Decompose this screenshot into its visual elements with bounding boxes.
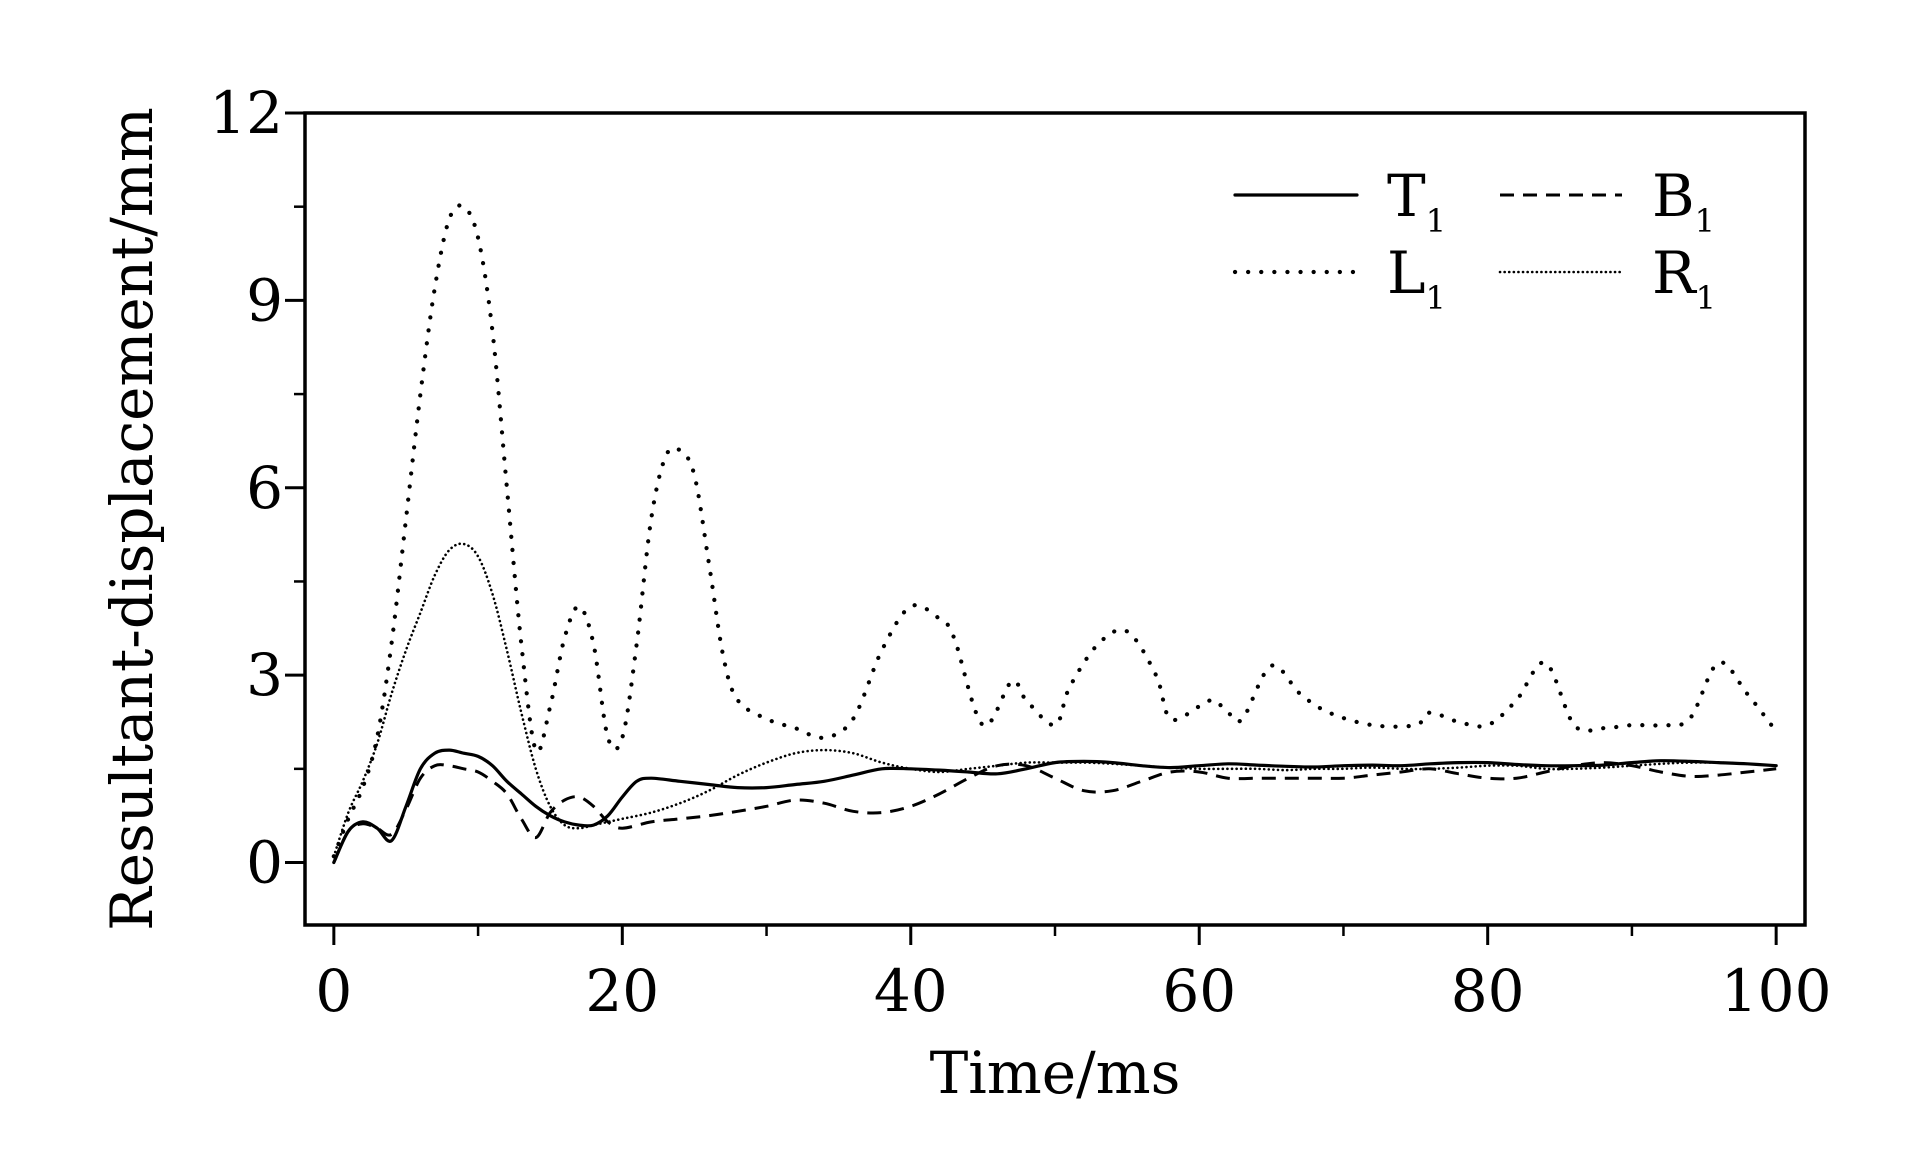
axis-ticks xyxy=(285,111,1778,945)
y-tick-label: 6 xyxy=(246,454,283,522)
x-tick-label: 40 xyxy=(874,957,948,1025)
x-tick-label: 100 xyxy=(1721,957,1832,1025)
series-lines xyxy=(331,203,1779,865)
series-line-t1 xyxy=(332,748,1778,865)
series-line-l1 xyxy=(331,203,1779,859)
y-tick-label: 12 xyxy=(209,79,283,147)
x-tick-label: 60 xyxy=(1162,957,1236,1025)
series-line-b1 xyxy=(332,761,1777,864)
x-tick-label: 0 xyxy=(315,957,352,1025)
legend-label-subscript: 1 xyxy=(1426,202,1446,240)
axis-titles: Time/ms Resultant-displacement/mm xyxy=(98,107,1180,1107)
plot-frame xyxy=(303,111,1807,927)
x-tick-label: 80 xyxy=(1451,957,1525,1025)
x-axis-title: Time/ms xyxy=(930,1039,1181,1107)
y-tick-label: 3 xyxy=(246,641,283,709)
y-axis-title: Resultant-displacement/mm xyxy=(98,107,166,931)
legend-label-subscript: 1 xyxy=(1426,279,1446,317)
series-line-r1 xyxy=(332,542,1778,858)
tick-labels: 0 20 40 60 80 100 0 3 6 9 12 xyxy=(209,79,1831,1025)
legend-label-subscript: 1 xyxy=(1695,202,1715,240)
y-tick-label: 9 xyxy=(246,266,283,334)
y-tick-label: 0 xyxy=(246,829,283,897)
legend-label-subscript: 1 xyxy=(1696,279,1716,317)
x-tick-label: 20 xyxy=(585,957,659,1025)
